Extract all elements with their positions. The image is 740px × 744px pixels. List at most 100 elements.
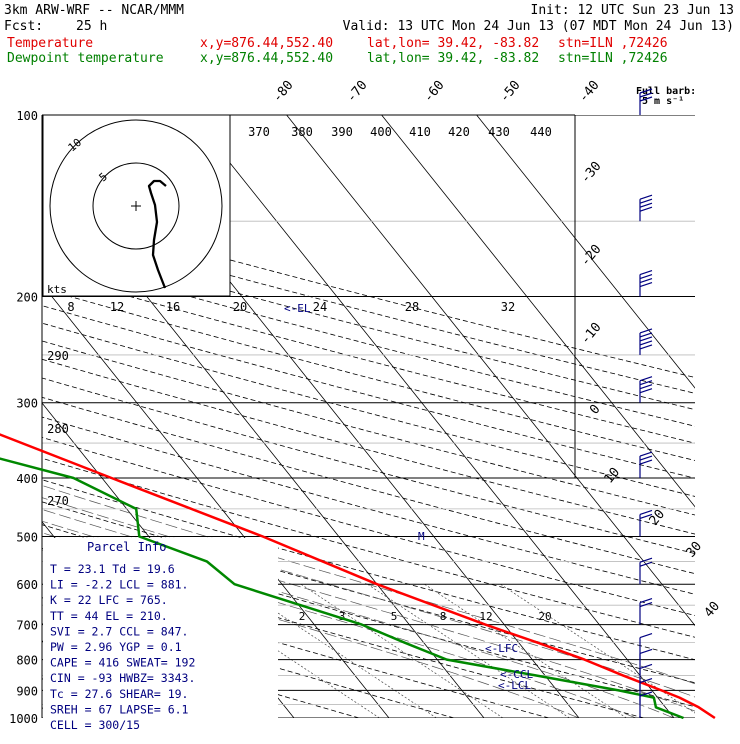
pressure-label: 300 — [16, 397, 38, 411]
isotherm-label: -60 — [421, 78, 448, 106]
pressure-label: 500 — [16, 530, 38, 544]
mixing-ratio-label: 20 — [538, 610, 551, 623]
hodograph-trace — [147, 179, 167, 289]
wind-barb-flag — [639, 340, 653, 346]
wind-barb-flag — [639, 281, 653, 288]
wind-barb — [639, 328, 653, 355]
temperature-legend: Temperature — [7, 36, 93, 51]
moist-adiabat-label: 20 — [233, 300, 247, 314]
wind-barb-flag — [639, 632, 653, 639]
parcel-info-title: Parcel Info — [87, 540, 166, 554]
parcel-info-row: CELL = 300/15 — [50, 718, 140, 732]
wind-barb-flag — [639, 194, 653, 200]
isotherm-label: -40 — [576, 78, 603, 106]
parcel-info-row: SVI = 2.7 CCL = 847. — [50, 624, 188, 638]
dewpoint-trace — [0, 457, 684, 720]
parcel-info-background — [43, 538, 278, 718]
wind-barb-flag — [639, 332, 653, 338]
wind-barb-flag — [639, 384, 653, 390]
parcel-info-row: CAPE = 416 SWEAT= 192 — [50, 656, 195, 670]
wind-barb-flag — [639, 273, 653, 280]
wind-barb-flag — [639, 451, 653, 457]
wind-barb-flag — [639, 202, 653, 208]
isotherm — [381, 115, 695, 508]
wind-barb — [639, 632, 653, 660]
theta-e-label: 430 — [488, 125, 510, 139]
pressure-label: 900 — [16, 684, 38, 698]
wind-barb-flag — [639, 380, 653, 386]
wind-barb-flag — [639, 557, 653, 563]
isotherm-label: -20 — [578, 242, 605, 270]
theta-e-label: 410 — [409, 125, 431, 139]
mixing-ratio-line — [424, 583, 627, 718]
parcel-info-row: CIN = -93 HWBZ= 3343. — [50, 671, 195, 685]
mixing-ratio-label: 2 — [299, 610, 306, 623]
valid-time: Valid: 13 UTC Mon 24 Jun 13 (07 MDT Mon … — [343, 19, 734, 34]
header: 3km ARW-WRF -- NCAR/MMM Init: 12 UTC Sun… — [4, 3, 734, 66]
dewpoint-latlon: lat,lon= 39.42, -83.82 — [367, 51, 539, 66]
wind-barb-flag — [639, 88, 653, 94]
isotherm — [476, 115, 695, 389]
hodograph-unit: kts — [47, 283, 67, 296]
pressure-label: 800 — [16, 654, 38, 668]
wind-key: Full barb: 5 m s⁻¹ — [636, 86, 696, 107]
temperature-trace — [0, 433, 716, 720]
model-title: 3km ARW-WRF -- NCAR/MMM — [4, 3, 184, 18]
wind-barb-flag — [639, 648, 653, 655]
fcst-label: Fcst: — [4, 19, 43, 34]
parcel-info-row: T = 23.1 Td = 19.6 — [50, 562, 175, 576]
fcst-value: 25 h — [76, 19, 107, 34]
isotherm-label: -80 — [270, 78, 297, 106]
isotherm-label: -10 — [578, 320, 605, 348]
wind-barb-flag — [639, 455, 653, 461]
isotherm-label: -70 — [344, 78, 371, 106]
isotherm-label: 20 — [647, 507, 669, 529]
moist-adiabat-label: 32 — [501, 300, 515, 314]
isotherm — [42, 283, 390, 718]
moist-adiabat-label: 28 — [405, 300, 419, 314]
parcel-info-row: TT = 44 EL = 210. — [50, 609, 168, 623]
moist-adiabat-label: 8 — [67, 300, 74, 314]
level-label-lcl: <-LCL — [498, 679, 531, 692]
parcel-info-panel — [43, 538, 278, 718]
wind-barb-flag — [639, 677, 653, 684]
theta-e-label: 420 — [448, 125, 470, 139]
wind-barb-flag — [639, 561, 653, 567]
pressure-label: 700 — [16, 619, 38, 633]
wind-barb-flag — [639, 598, 653, 604]
parcel-info-row: SREH = 67 LAPSE= 6.1 — [50, 702, 189, 716]
isotherm-label: -30 — [578, 159, 605, 187]
theta-label: 270 — [47, 494, 69, 508]
pressure-label: 100 — [16, 109, 38, 123]
wind-barb — [639, 88, 653, 115]
mixing-ratio-label: 8 — [440, 610, 447, 623]
level-label-el: <-EL — [284, 302, 311, 315]
dewpoint-stn: stn=ILN ,72426 — [558, 51, 668, 66]
parcel-info-row: K = 22 LFC = 765. — [50, 593, 168, 607]
isotherm-label: 10 — [602, 465, 624, 487]
hodograph-ring-10 — [49, 119, 223, 293]
mixing-ratio-line — [300, 583, 504, 718]
wind-barb-flag — [639, 376, 653, 382]
hodograph-ring-5 — [92, 162, 180, 250]
theta-e-label: 390 — [331, 125, 353, 139]
pressure-label: 1000 — [9, 712, 38, 726]
wind-barb — [639, 557, 653, 585]
mixing-ratio-line — [500, 583, 695, 714]
mixing-ratio-label: 12 — [479, 610, 492, 623]
wind-barb-flag — [639, 459, 653, 465]
isotherm-label: 0 — [587, 402, 604, 418]
moist-adiabat-label: 12 — [110, 300, 124, 314]
wind-barb-flag — [639, 691, 653, 697]
wind-barb — [639, 598, 653, 625]
theta-label: 290 — [47, 349, 69, 363]
wind-key-line1: Full barb: — [636, 86, 696, 97]
wind-barb-flag — [639, 602, 653, 608]
theta-label: 280 — [47, 422, 69, 436]
theta-e-label: 400 — [370, 125, 392, 139]
parcel-info-row: Tc = 27.6 SHEAR= 19. — [50, 687, 188, 701]
pressure-label: 600 — [16, 578, 38, 592]
